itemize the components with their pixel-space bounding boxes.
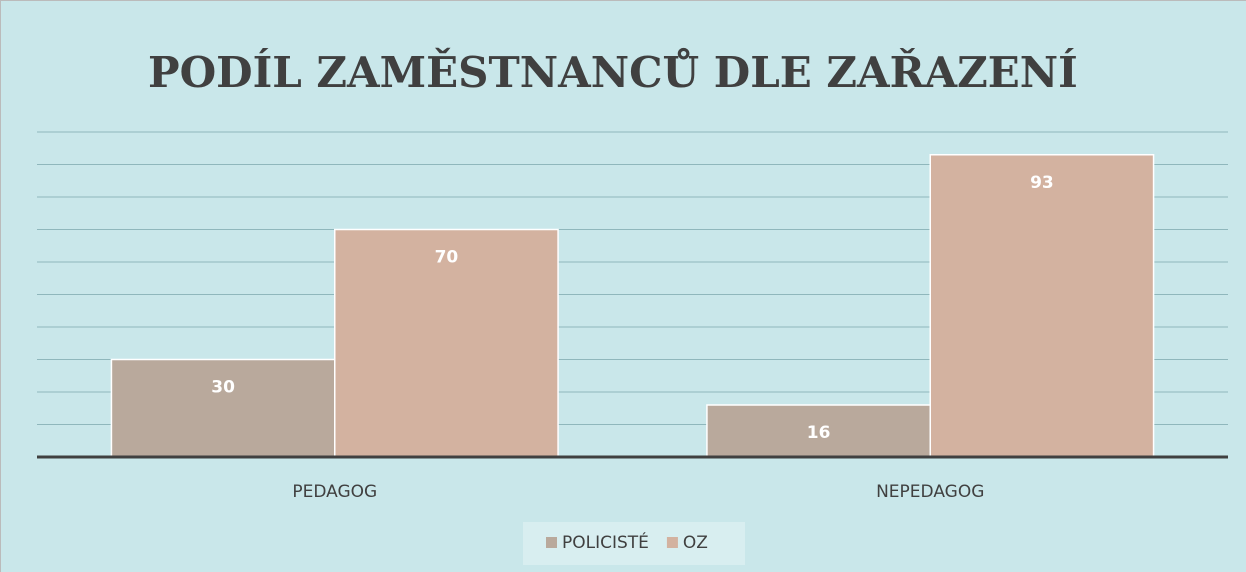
legend-box — [523, 522, 745, 565]
x-tick-label: PEDAGOG — [292, 482, 377, 502]
data-label: 70 — [435, 248, 459, 268]
data-label: 16 — [807, 423, 831, 443]
legend-label: OZ — [683, 533, 708, 553]
bar — [110, 358, 336, 458]
legend-swatch — [666, 537, 678, 548]
bar — [929, 154, 1155, 458]
legend-label: POLICISTÉ — [562, 531, 649, 553]
legend-swatch — [546, 537, 557, 548]
bar — [334, 228, 559, 458]
chart-title: PODÍL ZAMĚSTNANCŮ DLE ZAŘAZENÍ — [148, 46, 1078, 97]
x-tick-label: NEPEDAGOG — [876, 482, 984, 502]
data-label: 30 — [211, 378, 235, 398]
data-label: 93 — [1030, 173, 1054, 193]
